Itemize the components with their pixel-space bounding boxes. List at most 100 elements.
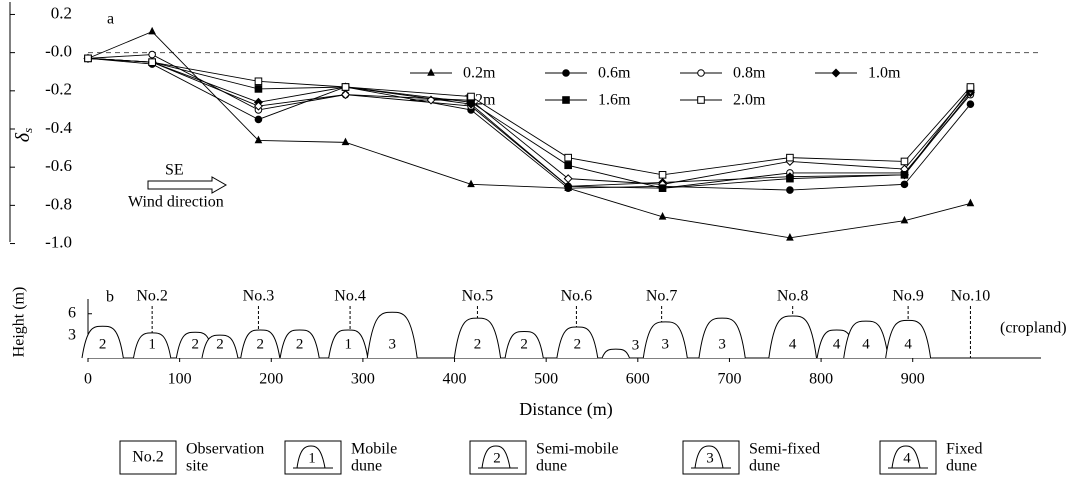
marker — [967, 101, 974, 108]
marker — [901, 158, 908, 165]
dune-type: 3 — [632, 337, 640, 353]
x-tick-label: 100 — [168, 371, 192, 388]
marker — [255, 78, 262, 85]
dune-type: 4 — [789, 336, 797, 352]
marker — [255, 136, 263, 144]
site-label: No.6 — [561, 288, 593, 305]
site-label: No.2 — [136, 288, 168, 305]
x-axis-title: Distance (m) — [519, 399, 612, 420]
x-tick-label: 300 — [351, 371, 375, 388]
annotation: (cropland) — [1000, 320, 1067, 337]
legend-marker — [427, 68, 435, 76]
y-tick-label: 0.2 — [51, 3, 72, 22]
marker — [901, 172, 908, 179]
dune-type: 2 — [257, 336, 265, 352]
legend-symbol: 4 — [903, 450, 911, 466]
site-label: No.7 — [646, 288, 678, 305]
y-tick-label: -0.4 — [45, 118, 72, 137]
dune-type: 2 — [296, 336, 304, 352]
dune-type: 4 — [862, 336, 870, 352]
legend-label: 0.2m — [463, 65, 496, 82]
marker — [255, 86, 262, 93]
wind-arrow — [148, 177, 226, 193]
legend-label: site — [186, 458, 208, 475]
x-tick-label: 600 — [626, 371, 650, 388]
x-tick-label: 500 — [534, 371, 558, 388]
marker — [901, 181, 908, 188]
legend-symbol: 1 — [308, 450, 316, 466]
series-line — [88, 58, 970, 186]
y-axis-title: δs — [12, 128, 35, 142]
y-tick-label: -0.0 — [45, 42, 72, 61]
marker — [468, 93, 475, 100]
legend-marker — [832, 69, 840, 77]
legend-label: Fixed — [946, 441, 982, 458]
legend-label: 1.0m — [868, 65, 901, 82]
legend-symbol: No.2 — [132, 449, 164, 466]
legend-label: 2.0m — [733, 92, 766, 109]
figure: a b SE Wind direction (cropland) Distanc… — [0, 0, 1070, 485]
y-tick-label: -1.0 — [45, 232, 72, 251]
marker — [342, 84, 349, 91]
x-tick-label: 400 — [443, 371, 467, 388]
dune-type: 4 — [904, 336, 912, 352]
x-tick-label: 200 — [259, 371, 283, 388]
dune-type: 2 — [574, 336, 582, 352]
series-line — [88, 58, 970, 184]
marker — [565, 162, 572, 169]
y-tick-label: -0.2 — [45, 80, 72, 99]
site-label: No.10 — [951, 288, 991, 305]
marker — [967, 199, 975, 207]
x-tick-label: 800 — [809, 371, 833, 388]
panel-label: a — [107, 11, 114, 28]
legend-label: 0.8m — [733, 65, 766, 82]
dune-type: 3 — [662, 336, 670, 352]
marker — [787, 175, 794, 182]
marker — [148, 27, 156, 35]
legend-marker — [698, 97, 705, 104]
legend-label: dune — [749, 458, 780, 475]
site-label: No.9 — [892, 288, 924, 305]
x-tick-label: 900 — [901, 371, 925, 388]
legend-label: dune — [536, 458, 567, 475]
site-label: No.8 — [777, 288, 809, 305]
y-tick-label: -0.8 — [45, 194, 72, 213]
y-tick-label: -0.6 — [45, 156, 72, 175]
annotation: Wind direction — [128, 194, 224, 211]
y-tick-label: 3 — [68, 327, 76, 344]
site-label: No.4 — [334, 288, 366, 305]
legend-label: Semi-fixed — [749, 441, 820, 458]
marker — [967, 84, 974, 91]
dune-type: 3 — [718, 336, 726, 352]
marker — [659, 172, 666, 179]
dune-type: 4 — [833, 336, 841, 352]
marker — [565, 154, 572, 161]
y-axis-title: Height (m) — [11, 287, 28, 358]
legend-marker — [563, 97, 570, 104]
dune-type: 2 — [474, 336, 482, 352]
legend-label: 1.6m — [598, 92, 631, 109]
dune — [602, 349, 629, 358]
y-axis-subscript: s — [20, 128, 35, 133]
site-label: No.3 — [243, 288, 275, 305]
marker — [786, 233, 794, 241]
legend-label: Semi-mobile — [536, 441, 619, 458]
marker — [149, 51, 156, 58]
dune-type: 1 — [344, 336, 352, 352]
dune-type: 2 — [216, 336, 224, 352]
dune-type: 2 — [520, 336, 528, 352]
legend-label: 0.6m — [598, 65, 631, 82]
legend-symbol: 3 — [706, 450, 714, 466]
marker — [787, 187, 794, 194]
series-line — [88, 58, 970, 190]
dune-type: 1 — [148, 336, 156, 352]
legend-marker — [698, 70, 705, 77]
legend-label: Mobile — [351, 441, 397, 458]
legend-symbol: 2 — [493, 450, 501, 466]
series-line — [88, 58, 970, 188]
marker — [255, 116, 262, 123]
marker — [149, 59, 156, 66]
y-tick-label: 6 — [68, 304, 76, 321]
dune-type: 3 — [388, 336, 396, 352]
legend-label: Observation — [186, 441, 264, 458]
